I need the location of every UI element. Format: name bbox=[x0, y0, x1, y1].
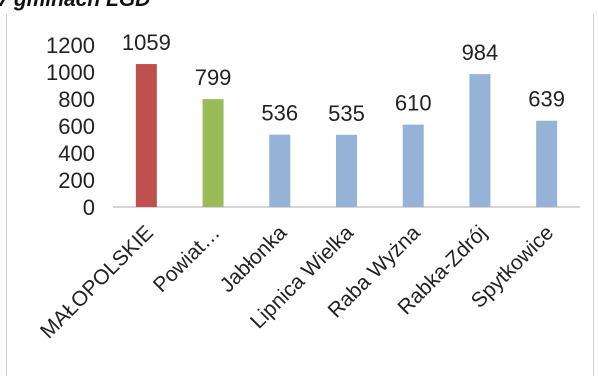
data-label: 535 bbox=[328, 101, 365, 126]
bar bbox=[269, 134, 291, 207]
bars bbox=[135, 64, 558, 207]
bar bbox=[469, 74, 491, 207]
data-label: 1059 bbox=[122, 30, 171, 55]
y-tick-label: 1200 bbox=[46, 33, 95, 58]
chart-title: V gminach LGD bbox=[0, 0, 150, 13]
data-label: 639 bbox=[528, 87, 565, 112]
y-tick-label: 600 bbox=[58, 114, 95, 139]
bar bbox=[336, 134, 357, 207]
data-labels: 1059 799 536 535 610 984 639 bbox=[122, 30, 565, 126]
y-tick-label: 800 bbox=[58, 87, 95, 112]
y-tick-label: 0 bbox=[83, 195, 95, 220]
bar bbox=[135, 64, 157, 207]
y-tick-label: 400 bbox=[58, 141, 95, 166]
chart-frame bbox=[6, 14, 594, 376]
bar bbox=[536, 120, 558, 207]
data-label: 984 bbox=[462, 40, 499, 65]
data-label: 799 bbox=[195, 65, 232, 90]
bar bbox=[202, 99, 224, 207]
category-label: MAŁOPOLSKIE bbox=[36, 221, 158, 343]
data-label: 536 bbox=[261, 101, 298, 126]
y-tick-label: 200 bbox=[58, 168, 95, 193]
category-label: Powiat… bbox=[149, 221, 225, 297]
data-label: 610 bbox=[395, 91, 432, 116]
bar bbox=[402, 124, 424, 207]
y-tick-label: 1000 bbox=[46, 60, 95, 85]
